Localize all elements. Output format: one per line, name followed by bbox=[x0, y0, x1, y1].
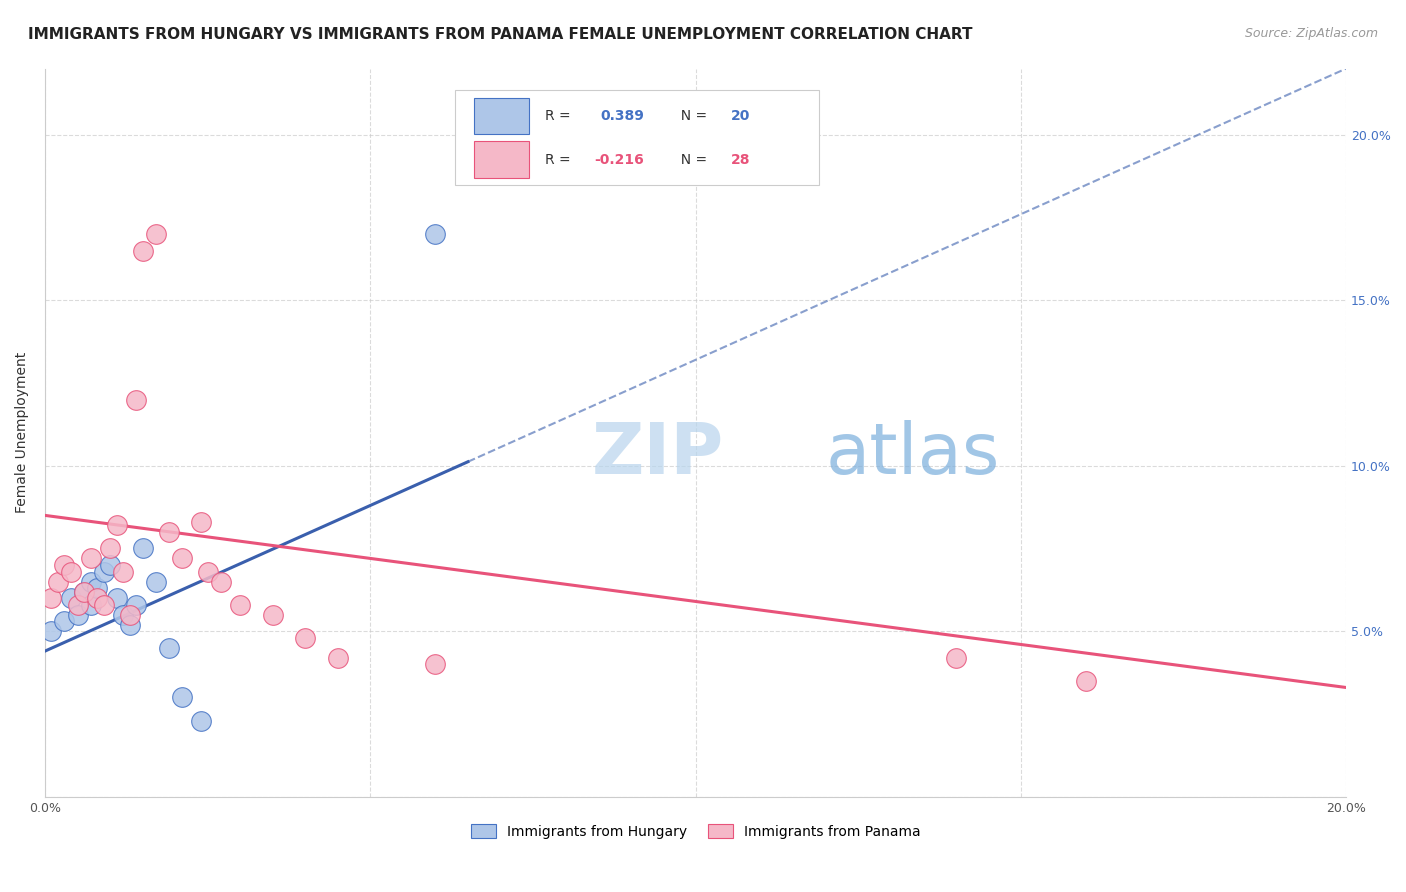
Text: -0.216: -0.216 bbox=[595, 153, 644, 167]
Text: 20: 20 bbox=[731, 109, 751, 123]
Point bbox=[190, 714, 212, 728]
Point bbox=[66, 607, 89, 622]
Point bbox=[53, 558, 76, 572]
Point bbox=[118, 617, 141, 632]
Point bbox=[945, 650, 967, 665]
Point bbox=[112, 607, 135, 622]
FancyBboxPatch shape bbox=[474, 97, 529, 134]
Point bbox=[157, 524, 180, 539]
Point bbox=[93, 565, 115, 579]
Point bbox=[98, 541, 121, 556]
Point bbox=[170, 690, 193, 705]
Point bbox=[73, 584, 96, 599]
Point bbox=[118, 607, 141, 622]
Point bbox=[105, 518, 128, 533]
Point bbox=[86, 581, 108, 595]
Point bbox=[125, 598, 148, 612]
Point bbox=[157, 640, 180, 655]
Point bbox=[1074, 673, 1097, 688]
Point bbox=[79, 574, 101, 589]
Point bbox=[66, 598, 89, 612]
Point bbox=[131, 244, 153, 258]
Text: R =: R = bbox=[544, 109, 579, 123]
Text: N =: N = bbox=[672, 153, 711, 167]
Point bbox=[105, 591, 128, 606]
Point bbox=[79, 551, 101, 566]
Point bbox=[131, 541, 153, 556]
Text: 0.389: 0.389 bbox=[600, 109, 644, 123]
Legend: Immigrants from Hungary, Immigrants from Panama: Immigrants from Hungary, Immigrants from… bbox=[465, 819, 927, 845]
Point bbox=[86, 591, 108, 606]
Point bbox=[46, 574, 69, 589]
Point bbox=[262, 607, 284, 622]
Point bbox=[170, 551, 193, 566]
FancyBboxPatch shape bbox=[474, 141, 529, 178]
Point bbox=[145, 227, 167, 241]
Point bbox=[425, 227, 447, 241]
Point bbox=[125, 392, 148, 407]
Point bbox=[59, 591, 82, 606]
Point bbox=[59, 565, 82, 579]
Point bbox=[53, 615, 76, 629]
Text: 28: 28 bbox=[731, 153, 751, 167]
Point bbox=[145, 574, 167, 589]
Text: Source: ZipAtlas.com: Source: ZipAtlas.com bbox=[1244, 27, 1378, 40]
Text: atlas: atlas bbox=[825, 420, 1000, 489]
Point bbox=[190, 515, 212, 529]
Point bbox=[93, 598, 115, 612]
Point bbox=[73, 584, 96, 599]
Point bbox=[79, 598, 101, 612]
Text: R =: R = bbox=[544, 153, 575, 167]
Point bbox=[294, 631, 316, 645]
Point bbox=[425, 657, 447, 672]
Point bbox=[209, 574, 232, 589]
Text: IMMIGRANTS FROM HUNGARY VS IMMIGRANTS FROM PANAMA FEMALE UNEMPLOYMENT CORRELATIO: IMMIGRANTS FROM HUNGARY VS IMMIGRANTS FR… bbox=[28, 27, 973, 42]
Point bbox=[98, 558, 121, 572]
FancyBboxPatch shape bbox=[456, 90, 820, 185]
Text: ZIP: ZIP bbox=[592, 420, 724, 489]
Point bbox=[326, 650, 349, 665]
Point bbox=[41, 591, 63, 606]
Point bbox=[41, 624, 63, 639]
Point bbox=[229, 598, 252, 612]
Point bbox=[112, 565, 135, 579]
Text: N =: N = bbox=[672, 109, 711, 123]
Y-axis label: Female Unemployment: Female Unemployment bbox=[15, 352, 30, 513]
Point bbox=[197, 565, 219, 579]
